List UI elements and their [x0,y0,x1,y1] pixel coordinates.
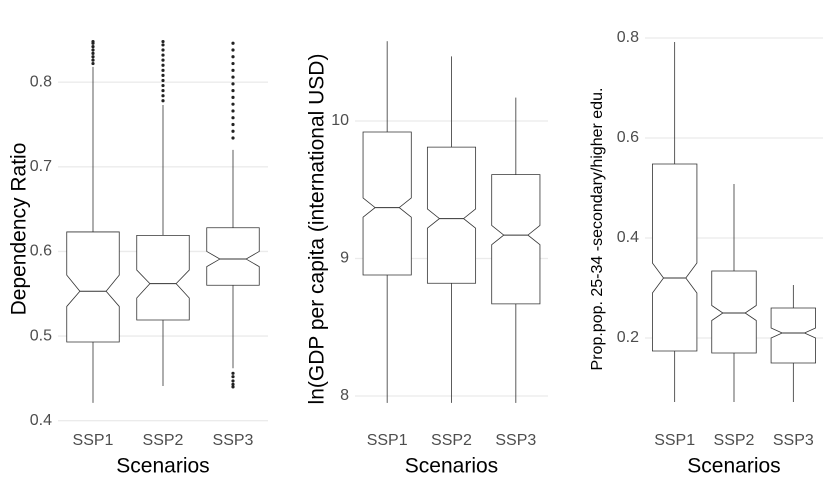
x-axis-title: Scenarios [687,455,780,478]
outlier [91,61,95,66]
outlier [231,379,235,383]
box [652,163,698,352]
outlier [91,51,95,55]
y-axis-title: Dependency Ratio [8,143,31,316]
outlier [161,94,165,98]
outlier [161,48,165,52]
y-tick-label: 0.7 [30,158,52,175]
outlier [231,68,235,72]
y-tick-label: 0.4 [30,412,52,429]
outlier [91,45,95,49]
x-tick-label: SSP3 [213,432,254,449]
x-axis-title: Scenarios [116,455,209,478]
outlier [231,89,235,93]
y-tick-label: 0.5 [30,327,52,344]
box [770,307,816,364]
outlier [231,382,235,386]
x-tick-label: SSP1 [654,432,695,449]
y-tick-label: 0.6 [30,243,52,260]
x-tick-label: SSP2 [431,432,472,449]
outlier [161,99,165,103]
outlier [91,39,95,44]
outlier [231,136,235,140]
outlier [231,122,235,127]
outlier [231,95,235,99]
x-tick-label: SSP2 [714,432,755,449]
outlier [161,78,165,83]
y-tick-label: 0.4 [617,229,639,246]
outlier [161,58,165,62]
box [711,270,757,354]
outlier [231,385,235,389]
outlier [231,48,235,52]
y-axis-title: ln(GDP per capita (international USD) [306,54,329,405]
box [136,234,190,321]
box [426,146,477,284]
outlier [231,129,235,133]
box [66,231,120,343]
outlier [231,102,235,106]
outlier [231,75,235,79]
x-tick-label: SSP3 [495,432,536,449]
outlier [161,68,165,72]
outlier [231,109,235,113]
outlier [91,48,95,52]
outlier [91,58,95,62]
outlier [161,39,165,44]
outlier [231,375,235,379]
outlier [161,43,165,47]
y-tick-label: 8 [340,387,349,404]
box [491,174,541,305]
y-tick-label: 0.2 [617,329,639,346]
outlier [161,73,165,77]
outlier [161,53,165,57]
outlier [231,371,235,375]
outlier [231,41,235,45]
box [362,131,412,276]
outlier [231,116,235,120]
outlier [161,83,165,88]
y-tick-label: 0.6 [617,129,639,146]
box [206,227,260,286]
outlier [231,55,235,59]
outlier [161,63,165,67]
outlier [231,61,235,66]
outlier [231,82,235,86]
x-tick-label: SSP3 [773,432,814,449]
x-tick-label: SSP2 [143,432,184,449]
y-axis-title: Prop.pop. 25-34 -secondary/higher edu. [589,88,606,371]
x-tick-label: SSP1 [73,432,114,449]
y-tick-label: 10 [331,112,349,129]
y-tick-label: 0.8 [617,29,639,46]
x-tick-label: SSP1 [367,432,408,449]
outlier [91,55,95,59]
y-tick-label: 9 [340,250,349,267]
outlier [161,89,165,93]
y-tick-label: 0.8 [30,73,52,90]
x-axis-title: Scenarios [405,455,498,478]
